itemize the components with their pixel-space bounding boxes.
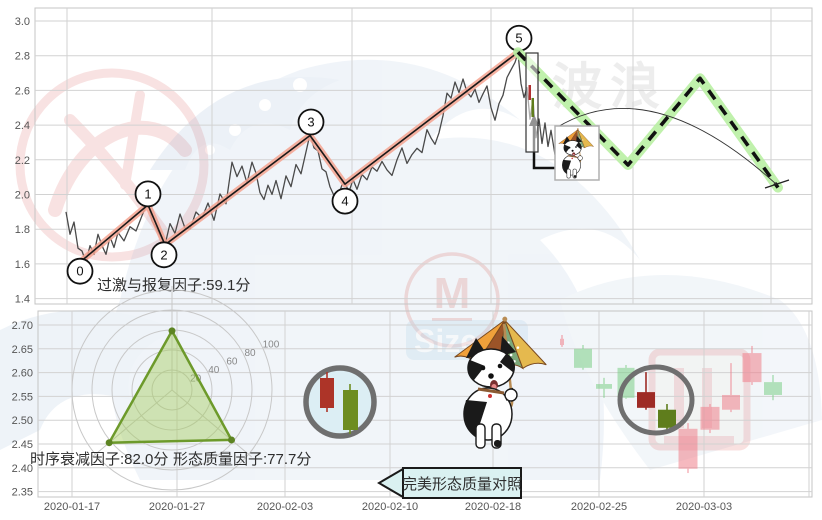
candle-body	[679, 429, 698, 469]
candle-body	[574, 349, 592, 368]
candle-body	[596, 384, 612, 389]
y-tick-label: 2.35	[12, 487, 33, 499]
elliott-wave-analysis-chart: M Size 波浪 3.02.82.62.42.22.01.81.61.4 01…	[0, 0, 822, 520]
chart-canvas: M Size 波浪 3.02.82.62.42.22.01.81.61.4 01…	[0, 0, 822, 520]
y-tick-label: 2.2	[15, 155, 30, 167]
y-tick-label: 2.8	[15, 51, 30, 63]
x-tick-date-label: 2020-02-10	[362, 501, 418, 513]
dog-inset-callout	[555, 126, 599, 180]
y-tick-label: 2.50	[12, 415, 33, 427]
y-tick-label: 2.0	[15, 190, 30, 202]
radar-ring-label: 60	[226, 357, 238, 368]
y-tick-label: 1.4	[15, 294, 30, 306]
y-tick-label: 2.4	[15, 120, 30, 132]
mini-red-candle	[529, 85, 532, 100]
wave-marker-number: 2	[160, 247, 167, 262]
arrow-label-text: 完美形态质量对照	[402, 476, 522, 493]
y-tick-label: 3.0	[15, 16, 30, 28]
y-tick-label: 2.60	[12, 368, 33, 380]
emblem-ring	[306, 368, 374, 436]
emblem-green-candle	[343, 390, 358, 430]
mini-green-candle	[532, 98, 535, 117]
radar-vertex-dot	[106, 439, 113, 446]
perfect-pattern-emblem	[306, 368, 374, 436]
radar-vertex-dot	[169, 327, 176, 334]
wave-marker-number: 4	[341, 194, 348, 209]
arrow-callout: 完美形态质量对照	[379, 468, 522, 498]
x-tick-date-label: 2020-02-25	[571, 501, 627, 513]
x-tick-date-label: 2020-01-27	[149, 501, 205, 513]
wave-marker-number: 3	[307, 115, 314, 130]
candle-body	[701, 407, 720, 430]
x-tick-date-label: 2020-02-18	[465, 501, 521, 513]
candle-body	[764, 382, 782, 395]
candle	[679, 423, 698, 473]
radar-vertex-dot	[228, 436, 235, 443]
y-tick-label: 2.6	[15, 85, 30, 97]
decay-factor-label: 时序衰减因子:82.0分	[30, 451, 168, 468]
y-tick-label: 2.65	[12, 344, 33, 356]
wave-marker-number: 0	[76, 264, 83, 279]
top-y-axis: 3.0 2.8 2.6 2.4 2.2 2.0 1.8 1.6 1.4	[15, 16, 30, 306]
radar-ring-label: 80	[245, 348, 257, 359]
radar-ring-label: 100	[263, 340, 280, 351]
wave-marker-number: 1	[144, 186, 151, 201]
emblem-red-candle	[320, 378, 334, 408]
candle-body	[743, 353, 762, 382]
candle	[701, 404, 720, 433]
candle-body	[560, 339, 564, 345]
y-tick-label: 1.8	[15, 224, 30, 236]
candle-body	[637, 392, 655, 408]
y-tick-label: 1.6	[15, 259, 30, 271]
y-tick-label: 2.70	[12, 320, 33, 332]
y-tick-label: 2.55	[12, 391, 33, 403]
wave-marker-number: 5	[515, 31, 522, 46]
overreaction-factor-label: 过激与报复因子:59.1分	[97, 276, 250, 294]
candle-body	[722, 395, 740, 410]
radar-ring-label: 40	[208, 365, 220, 376]
x-tick-date-label: 2020-02-03	[257, 501, 313, 513]
x-tick-date-label: 2020-03-03	[676, 501, 732, 513]
candle-body	[658, 410, 676, 428]
x-tick-date-label: 2020-01-17	[44, 501, 100, 513]
y-tick-label: 2.45	[12, 439, 33, 451]
quality-factor-label: 形态质量因子:77.7分	[173, 451, 311, 468]
